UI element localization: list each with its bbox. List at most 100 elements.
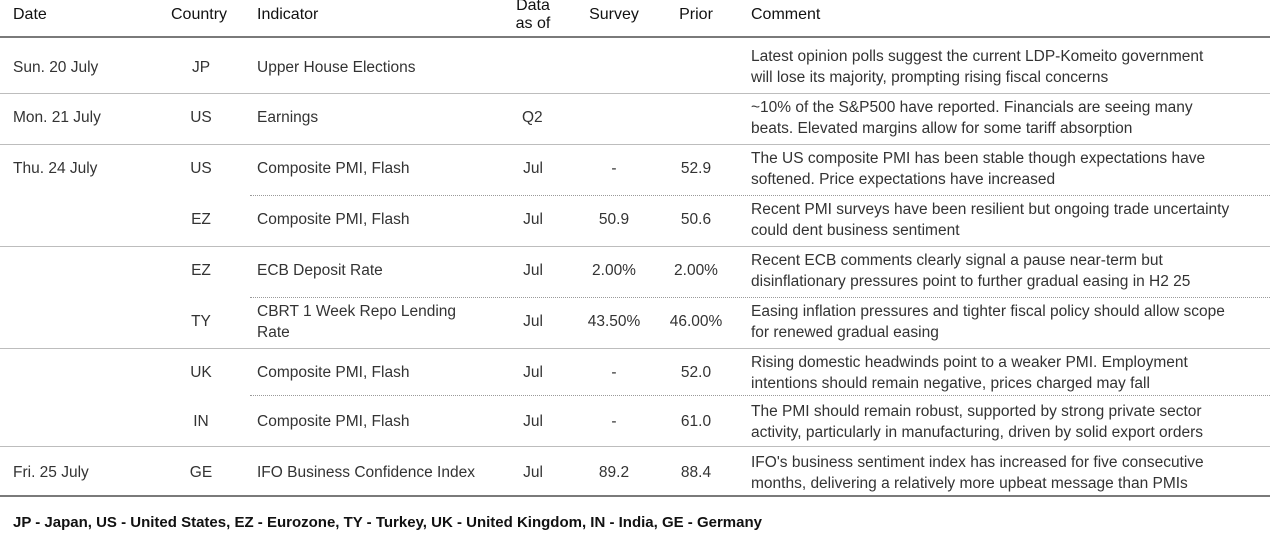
row-comment-line2: activity, particularly in manufacturing,… xyxy=(751,424,1203,441)
row-comment-line1: Recent PMI surveys have been resilient b… xyxy=(751,201,1230,218)
row-data-as-of: Q2 xyxy=(522,109,543,126)
table-row: Mon. 21 July US Earnings Q2 ~10% of the … xyxy=(0,93,1270,144)
row-comment-line2: could dent business sentiment xyxy=(751,222,960,239)
row-country: TY xyxy=(191,313,211,330)
row-comment-line2: will lose its majority, prompting rising… xyxy=(751,69,1109,86)
row-survey: 50.9 xyxy=(598,211,630,228)
row-indicator: Composite PMI, Flash xyxy=(257,160,410,177)
header-country: Country xyxy=(171,6,228,23)
row-indicator-line1: CBRT 1 Week Repo Lending xyxy=(257,303,457,320)
header-survey: Survey xyxy=(589,6,639,23)
row-comment: Easing inflation pressures and tighter f… xyxy=(751,301,1266,343)
row-separator xyxy=(250,297,1270,298)
row-comment-line2: disinflationary pressures point to furth… xyxy=(751,273,1191,290)
row-country: IN xyxy=(193,413,209,430)
row-comment-line1: The US composite PMI has been stable tho… xyxy=(751,150,1206,167)
row-prior: 52.9 xyxy=(680,160,712,177)
row-comment-line2: intentions should remain negative, price… xyxy=(751,375,1150,392)
header-comment: Comment xyxy=(751,6,821,23)
row-separator xyxy=(0,348,1270,349)
row-indicator: Upper House Elections xyxy=(257,59,416,76)
row-comment-line1: The PMI should remain robust, supported … xyxy=(751,403,1202,420)
row-separator xyxy=(0,446,1270,447)
row-date: Thu. 24 July xyxy=(13,160,98,177)
row-comment-line2: beats. Elevated margins allow for some t… xyxy=(751,120,1133,137)
row-prior: 52.0 xyxy=(680,364,712,381)
table-row: UK Composite PMI, Flash Jul - 52.0 Risin… xyxy=(0,348,1270,399)
row-country: JP xyxy=(191,59,211,76)
row-date: Fri. 25 July xyxy=(13,464,89,481)
row-comment-line1: Rising domestic headwinds point to a wea… xyxy=(751,354,1188,371)
row-comment: Recent ECB comments clearly signal a pau… xyxy=(751,250,1266,292)
row-separator xyxy=(250,195,1270,196)
table-row: TY CBRT 1 Week Repo Lending Rate Jul 43.… xyxy=(0,297,1270,348)
row-data-as-of: Jul xyxy=(523,313,543,330)
table-row: EZ Composite PMI, Flash Jul 50.9 50.6 Re… xyxy=(0,195,1270,246)
table-row: Fri. 25 July GE IFO Business Confidence … xyxy=(0,446,1270,497)
row-prior: 88.4 xyxy=(680,464,712,481)
row-survey: 89.2 xyxy=(598,464,630,481)
row-country: EZ xyxy=(191,211,211,228)
row-comment: The PMI should remain robust, supported … xyxy=(751,401,1266,443)
row-country: EZ xyxy=(191,262,211,279)
row-data-as-of: Jul xyxy=(523,364,543,381)
row-data-as-of: Jul xyxy=(523,464,543,481)
header-data-as-of: Data as of xyxy=(505,0,561,33)
header-data-as-of-line1: Data xyxy=(516,0,550,14)
row-comment-line1: Easing inflation pressures and tighter f… xyxy=(751,303,1225,320)
row-indicator: IFO Business Confidence Index xyxy=(257,464,475,481)
row-country: GE xyxy=(189,464,213,481)
row-country: US xyxy=(190,109,212,126)
row-indicator: Composite PMI, Flash xyxy=(257,364,410,381)
row-comment: Rising domestic headwinds point to a wea… xyxy=(751,352,1266,394)
row-data-as-of: Jul xyxy=(523,211,543,228)
row-separator xyxy=(0,93,1270,94)
row-comment: ~10% of the S&P500 have reported. Financ… xyxy=(751,97,1266,139)
table-row: Sun. 20 July JP Upper House Elections La… xyxy=(0,42,1270,93)
row-comment-line1: Latest opinion polls suggest the current… xyxy=(751,48,1204,65)
row-survey: 2.00% xyxy=(592,262,636,279)
row-comment: Recent PMI surveys have been resilient b… xyxy=(751,199,1266,241)
row-date: Mon. 21 July xyxy=(13,109,101,126)
row-date: Sun. 20 July xyxy=(13,59,99,76)
row-country: US xyxy=(190,160,212,177)
table-row: IN Composite PMI, Flash Jul - 61.0 The P… xyxy=(0,395,1270,446)
row-comment-line1: IFO's business sentiment index has incre… xyxy=(751,454,1204,471)
row-comment-line2: for renewed gradual easing xyxy=(751,324,939,341)
row-survey: - xyxy=(611,364,617,381)
row-prior: 61.0 xyxy=(680,413,712,430)
row-indicator: CBRT 1 Week Repo Lending Rate xyxy=(257,301,497,343)
table-bottom-rule xyxy=(0,495,1270,497)
row-separator xyxy=(0,246,1270,247)
row-survey: 43.50% xyxy=(587,313,641,330)
row-indicator: Composite PMI, Flash xyxy=(257,211,410,228)
table-header: Date Country Indicator Data as of Survey… xyxy=(0,0,1270,38)
row-comment-line1: ~10% of the S&P500 have reported. Financ… xyxy=(751,99,1193,116)
row-survey: - xyxy=(611,413,617,430)
row-comment-line2: softened. Price expectations have increa… xyxy=(751,171,1056,188)
row-indicator: Earnings xyxy=(257,109,319,126)
row-survey: - xyxy=(611,160,617,177)
country-legend-footnote: JP - Japan, US - United States, EZ - Eur… xyxy=(13,514,762,531)
row-indicator: Composite PMI, Flash xyxy=(257,413,410,430)
row-prior: 46.00% xyxy=(669,313,723,330)
header-data-as-of-line2: as of xyxy=(515,15,551,32)
header-indicator: Indicator xyxy=(257,6,319,23)
row-comment: The US composite PMI has been stable tho… xyxy=(751,148,1266,190)
row-separator xyxy=(0,144,1270,145)
row-prior: 2.00% xyxy=(674,262,718,279)
row-comment: IFO's business sentiment index has incre… xyxy=(751,452,1266,494)
row-data-as-of: Jul xyxy=(523,160,543,177)
table-row: EZ ECB Deposit Rate Jul 2.00% 2.00% Rece… xyxy=(0,246,1270,297)
row-indicator-line2: Rate xyxy=(257,324,290,341)
row-comment: Latest opinion polls suggest the current… xyxy=(751,46,1266,88)
row-data-as-of: Jul xyxy=(523,262,543,279)
row-prior: 50.6 xyxy=(680,211,712,228)
row-data-as-of: Jul xyxy=(523,413,543,430)
row-comment-line2: months, delivering a relatively more upb… xyxy=(751,475,1188,492)
row-separator xyxy=(250,395,1270,396)
header-prior: Prior xyxy=(679,6,713,23)
row-comment-line1: Recent ECB comments clearly signal a pau… xyxy=(751,252,1163,269)
header-date: Date xyxy=(13,6,47,23)
table-row: Thu. 24 July US Composite PMI, Flash Jul… xyxy=(0,144,1270,195)
